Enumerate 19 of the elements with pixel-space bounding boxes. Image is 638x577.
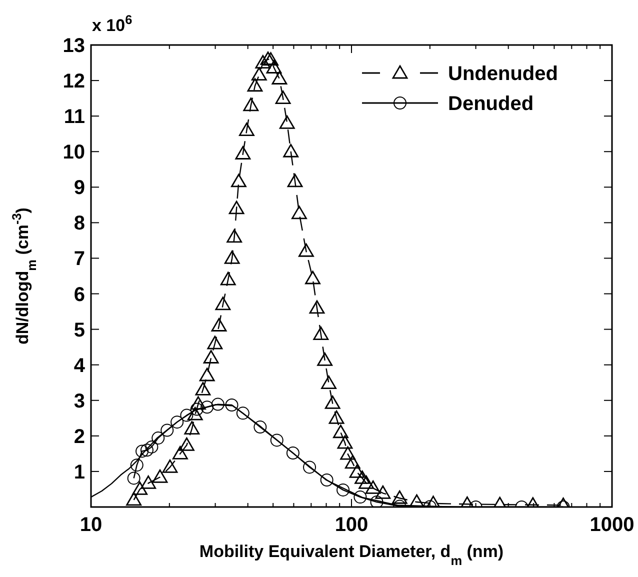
y-tick-label: 6 xyxy=(74,284,85,306)
y-tick-label: 1 xyxy=(74,461,85,484)
y-tick-label: 11 xyxy=(64,106,85,128)
x-tick-label: 1000 xyxy=(590,514,634,536)
text: x 10$^{6}$ xyxy=(92,12,132,35)
x-axis-title: Mobility Equivalent Diameter, d$_{m}$ (nm) xyxy=(199,542,504,568)
y-tick-label: 7 xyxy=(74,248,85,270)
legend-label: Denuded xyxy=(448,93,534,115)
y-tick-label: 9 xyxy=(74,177,85,200)
legend-label: Undenuded xyxy=(448,63,558,85)
y-tick-label: 12 xyxy=(62,70,85,93)
y-tick-label: 5 xyxy=(74,319,85,342)
x-tick-label: 100 xyxy=(334,514,368,536)
y-tick-label: 13 xyxy=(62,35,85,57)
y-tick-label: 4 xyxy=(74,354,86,377)
y-tick-label: 3 xyxy=(74,390,85,412)
y-tick-label: 10 xyxy=(62,142,85,164)
y-tick-label: 8 xyxy=(74,212,85,235)
y-tick-label: 2 xyxy=(74,426,85,448)
